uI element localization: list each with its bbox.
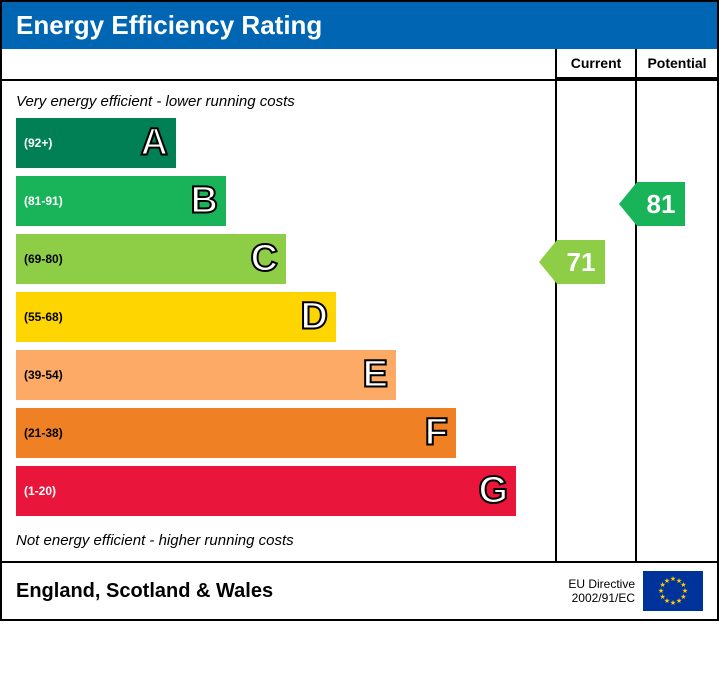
band-range-b: (81-91) xyxy=(16,194,63,208)
chart-area: Very energy efficient - lower running co… xyxy=(2,81,557,561)
eu-star-icon: ★ xyxy=(664,577,670,585)
band-bar-e: (39-54) E xyxy=(16,350,396,400)
potential-pointer: 81 xyxy=(619,182,685,226)
band-row-d: (55-68) D xyxy=(16,292,555,342)
footer-region: England, Scotland & Wales xyxy=(16,580,273,603)
band-row-f: (21-38) F xyxy=(16,408,555,458)
potential-column: 81 xyxy=(637,81,717,561)
band-row-g: (1-20) G xyxy=(16,466,555,516)
band-letter-c: C xyxy=(251,238,278,281)
main-row: Very energy efficient - lower running co… xyxy=(2,81,717,561)
band-bar-g: (1-20) G xyxy=(16,466,516,516)
header-spacer xyxy=(2,49,557,79)
epc-container: Energy Efficiency Rating Current Potenti… xyxy=(0,0,719,621)
bottom-label: Not energy efficient - higher running co… xyxy=(2,524,555,553)
current-header: Current xyxy=(557,49,637,79)
title-bar: Energy Efficiency Rating xyxy=(2,2,717,49)
band-bar-b: (81-91) B xyxy=(16,176,226,226)
eu-flag-icon: ★★★★★★★★★★★★ xyxy=(643,571,703,611)
footer-right: EU Directive 2002/91/EC ★★★★★★★★★★★★ xyxy=(568,571,703,611)
footer: England, Scotland & Wales EU Directive 2… xyxy=(2,561,717,619)
band-range-c: (69-80) xyxy=(16,252,63,266)
potential-header: Potential xyxy=(637,49,717,79)
bands-container: (92+) A (81-91) B (69-80) C (55-68) D (39-54) E (2… xyxy=(2,118,555,516)
band-letter-d: D xyxy=(301,296,328,339)
band-bar-d: (55-68) D xyxy=(16,292,336,342)
band-letter-b: B xyxy=(191,180,218,223)
band-bar-a: (92+) A xyxy=(16,118,176,168)
current-pointer-value: 71 xyxy=(557,240,605,284)
potential-pointer-arrow-icon xyxy=(619,182,637,226)
eu-star-icon: ★ xyxy=(670,599,676,607)
band-row-e: (39-54) E xyxy=(16,350,555,400)
current-column: 71 xyxy=(557,81,637,561)
band-row-b: (81-91) B xyxy=(16,176,555,226)
band-letter-f: F xyxy=(425,412,448,455)
band-range-e: (39-54) xyxy=(16,368,63,382)
band-bar-c: (69-80) C xyxy=(16,234,286,284)
band-row-a: (92+) A xyxy=(16,118,555,168)
band-letter-g: G xyxy=(478,470,508,513)
directive-line1: EU Directive xyxy=(568,577,635,591)
top-label: Very energy efficient - lower running co… xyxy=(2,89,555,118)
current-pointer-arrow-icon xyxy=(539,240,557,284)
band-range-g: (1-20) xyxy=(16,484,56,498)
band-range-a: (92+) xyxy=(16,136,52,150)
eu-star-icon: ★ xyxy=(676,597,682,605)
eu-stars: ★★★★★★★★★★★★ xyxy=(658,576,688,606)
title-text: Energy Efficiency Rating xyxy=(16,10,322,40)
band-bar-f: (21-38) F xyxy=(16,408,456,458)
band-row-c: (69-80) C xyxy=(16,234,555,284)
band-range-f: (21-38) xyxy=(16,426,63,440)
potential-pointer-value: 81 xyxy=(637,182,685,226)
directive-text: EU Directive 2002/91/EC xyxy=(568,577,635,606)
band-letter-a: A xyxy=(141,122,168,165)
column-header-row: Current Potential xyxy=(2,49,717,81)
band-letter-e: E xyxy=(363,354,388,397)
band-range-d: (55-68) xyxy=(16,310,63,324)
current-pointer: 71 xyxy=(539,240,605,284)
directive-line2: 2002/91/EC xyxy=(568,591,635,605)
